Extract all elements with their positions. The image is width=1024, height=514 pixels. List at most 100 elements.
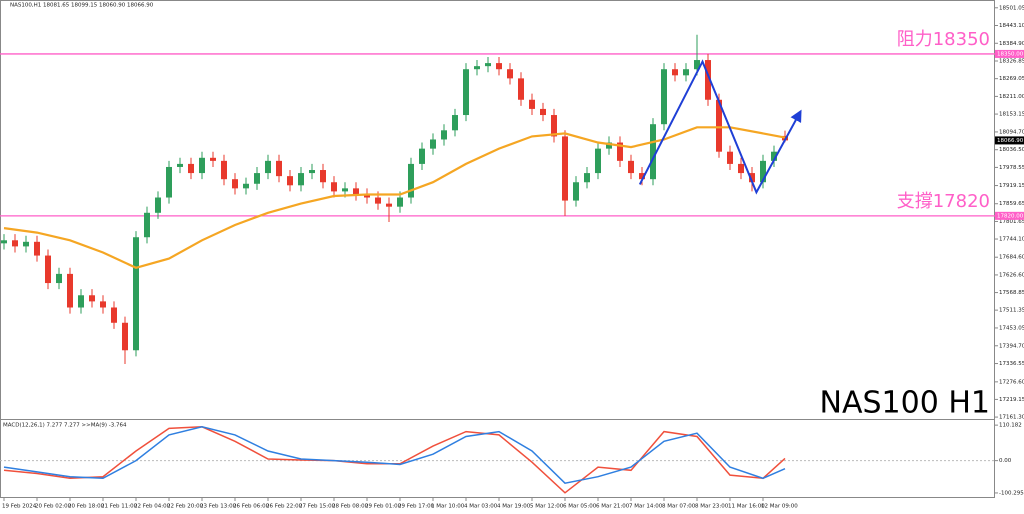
x-tick-label: 28 Feb 08:00 xyxy=(332,504,369,510)
macd-label: MACD(12,26,1) 7.277 7.277 >>MA(9) -3.764 xyxy=(3,423,127,429)
x-tick-label: 22 Feb 20:00 xyxy=(167,504,204,510)
candle-body xyxy=(584,173,590,183)
y-tick-label: 17919.15 xyxy=(999,183,1024,189)
last-price-tag xyxy=(995,136,1024,145)
candle-body xyxy=(386,203,392,207)
candle-body xyxy=(485,63,491,67)
y-tick-label: 17744.10 xyxy=(999,237,1024,243)
candle-body xyxy=(562,136,568,201)
y-tick-label: 17978.55 xyxy=(999,165,1024,171)
price-tag-label: 18350.00 xyxy=(997,51,1024,57)
candle-body xyxy=(738,163,744,174)
candle-body xyxy=(441,130,447,140)
y-tick-label: 17276.60 xyxy=(999,379,1024,385)
candle-body xyxy=(265,160,271,174)
candle-body xyxy=(12,240,18,247)
candle-body xyxy=(188,163,194,174)
candle-body xyxy=(144,212,150,238)
x-tick-label: 7 Mar 14:00 xyxy=(629,504,663,510)
price-tag xyxy=(995,49,1024,58)
candle-body xyxy=(34,241,40,256)
candle-body xyxy=(342,188,348,192)
plot-frame xyxy=(0,0,995,498)
candle-body xyxy=(661,69,667,125)
x-tick-label: 8 Mar 07:00 xyxy=(662,504,696,510)
candle-body xyxy=(210,157,216,161)
candle-body xyxy=(749,173,755,183)
candle-body xyxy=(67,273,73,308)
candle-body xyxy=(529,99,535,109)
y-tick-label: 17219.15 xyxy=(999,397,1024,403)
y-tick-label: 17859.65 xyxy=(999,201,1024,207)
macd-line xyxy=(3,426,786,494)
y-tick-label: 17511.35 xyxy=(999,308,1024,314)
candle-body xyxy=(606,142,612,149)
candle-body xyxy=(573,182,579,201)
candle-body xyxy=(89,295,95,302)
x-tick-label: 29 Feb 01:00 xyxy=(365,504,402,510)
candle-body xyxy=(727,151,733,164)
y-tick-label: 18153.15 xyxy=(999,112,1024,118)
candle-body xyxy=(177,163,183,167)
candle-body xyxy=(705,60,711,100)
candle-body xyxy=(551,115,557,137)
level-label: 阻力18350 xyxy=(897,29,990,50)
candle-body xyxy=(419,148,425,164)
candle-body xyxy=(287,176,293,186)
x-tick-label: 19 Feb 2024 xyxy=(2,504,37,510)
x-tick-label: 4 Mar 19:00 xyxy=(497,504,531,510)
pattern-line xyxy=(638,59,802,195)
candle-body xyxy=(760,160,766,183)
candle-body xyxy=(232,179,238,189)
candle-body xyxy=(771,151,777,161)
x-tick-label: 22 Feb 04:00 xyxy=(134,504,171,510)
candle-body xyxy=(628,160,634,174)
candle-body xyxy=(474,66,480,70)
y-tick-label: 18501.05 xyxy=(999,5,1024,11)
candle-body xyxy=(331,182,337,192)
x-tick-label: 11 Mar 16:00 xyxy=(728,504,765,510)
candle-body xyxy=(452,115,458,131)
candle-body xyxy=(408,163,414,198)
candle-body xyxy=(56,273,62,284)
last-price-label: 18066.90 xyxy=(997,138,1024,144)
y-tick-label: 18326.85 xyxy=(999,59,1024,65)
x-tick-label: 29 Feb 17:00 xyxy=(398,504,435,510)
candle-body xyxy=(463,69,469,116)
candle-body xyxy=(166,166,172,198)
y-tick-label: 17453.05 xyxy=(999,325,1024,331)
candle-body xyxy=(397,197,403,207)
y-tick-label: 17801.65 xyxy=(999,219,1024,225)
candle-body xyxy=(496,63,502,70)
x-tick-label: 6 Mar 05:00 xyxy=(563,504,597,510)
x-tick-label: 1 Mar 10:00 xyxy=(431,504,465,510)
candle-body xyxy=(298,173,304,186)
candle-body xyxy=(672,69,678,76)
candle-body xyxy=(430,139,436,149)
level-label: 支撐17820 xyxy=(897,191,990,212)
y-tick-label: 17684.60 xyxy=(999,255,1024,261)
y-tick-label: 18269.05 xyxy=(999,76,1024,82)
candle-body xyxy=(617,142,623,161)
candle-body xyxy=(320,170,326,183)
y-tick-label: 18384.90 xyxy=(999,41,1024,47)
y-tick-label: 18443.10 xyxy=(999,23,1024,29)
candle-body xyxy=(23,241,29,247)
x-tick-label: 4 Mar 03:00 xyxy=(464,504,498,510)
candle-body xyxy=(122,322,128,351)
candle-body xyxy=(309,170,315,174)
y-tick-label: 17161.30 xyxy=(999,415,1024,421)
y-tick-label: 17394.70 xyxy=(999,343,1024,349)
candle-body xyxy=(639,173,645,180)
y-tick-label: 18036.50 xyxy=(999,147,1024,153)
y-tick-label: 18211.00 xyxy=(999,94,1024,100)
candle-body xyxy=(716,99,722,152)
candle-body xyxy=(694,60,700,70)
y-tick-label: -100.295 xyxy=(999,490,1024,496)
candle-body xyxy=(364,194,370,198)
x-tick-label: 5 Mar 12:00 xyxy=(530,504,564,510)
x-tick-label: 26 Feb 22:00 xyxy=(266,504,303,510)
x-tick-label: 6 Mar 21:00 xyxy=(596,504,630,510)
candle-body xyxy=(100,301,106,308)
